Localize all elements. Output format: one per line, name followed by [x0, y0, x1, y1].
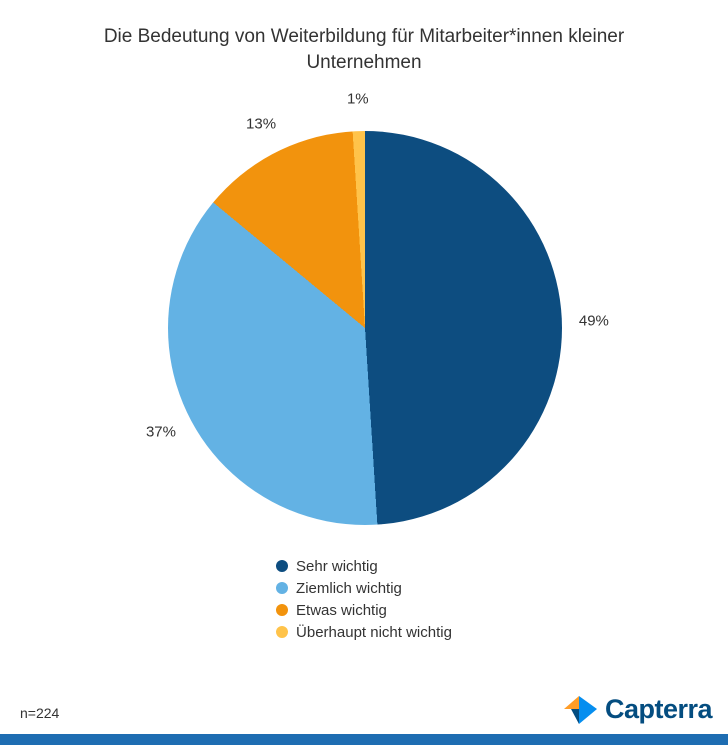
pie	[168, 131, 562, 526]
legend-swatch-icon	[276, 560, 289, 573]
legend-swatch-icon	[276, 582, 289, 595]
capterra-wordmark: Capterra	[604, 694, 713, 724]
legend-swatch-icon	[276, 626, 289, 639]
legend-label: Überhaupt nicht wichtig	[296, 623, 452, 641]
legend-label: Sehr wichtig	[296, 557, 378, 575]
legend-item-1: Ziemlich wichtig	[276, 577, 452, 599]
slice-label-2: 13%	[246, 115, 277, 133]
legend: Sehr wichtig Ziemlich wichtig Etwas wichti…	[276, 555, 452, 643]
legend-label: Etwas wichtig	[296, 601, 387, 619]
capterra-logo: Capterra	[563, 694, 713, 725]
legend-swatch-icon	[276, 604, 289, 617]
sample-size: n=224	[20, 705, 60, 721]
legend-item-0: Sehr wichtig	[276, 555, 452, 577]
pie-chart: 49% 37% 13% 1%	[0, 91, 728, 526]
legend-item-2: Etwas wichtig	[276, 599, 452, 621]
legend-label: Ziemlich wichtig	[296, 579, 402, 597]
slice-label-0: 49%	[578, 312, 609, 330]
chart-page: Die Bedeutung von Weiterbildung für Mita…	[0, 24, 728, 745]
chart-title: Die Bedeutung von Weiterbildung für Mita…	[103, 26, 625, 73]
slice-label-3: 1%	[346, 90, 369, 108]
capterra-logo-icon	[563, 695, 597, 724]
footer-bar	[0, 734, 728, 745]
legend-item-3: Überhaupt nicht wichtig	[276, 621, 452, 643]
slice-label-1: 37%	[145, 423, 176, 441]
